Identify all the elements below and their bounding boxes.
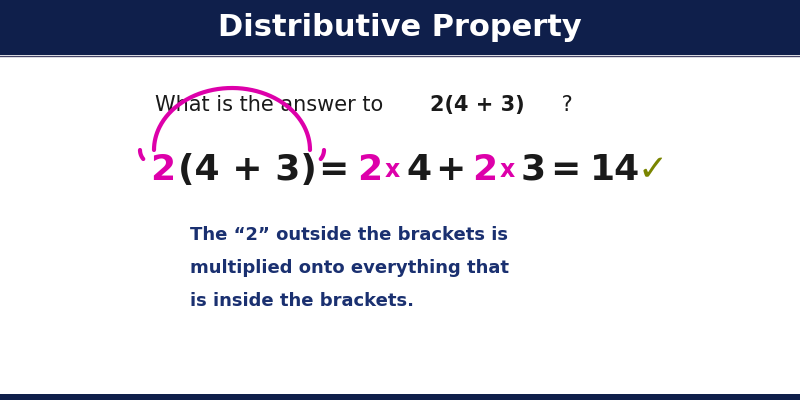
Text: 4: 4: [406, 153, 431, 187]
Bar: [0, 0, 800, 55]
Text: ✓: ✓: [638, 153, 668, 187]
Text: The “2” outside the brackets is: The “2” outside the brackets is: [190, 226, 508, 244]
Text: ?: ?: [555, 95, 573, 115]
Text: (4 + 3): (4 + 3): [178, 153, 317, 187]
Text: 14: 14: [590, 153, 640, 187]
Bar: [0, 394, 800, 400]
Text: x: x: [500, 158, 515, 182]
Text: x: x: [385, 158, 400, 182]
Text: What is the answer to: What is the answer to: [155, 95, 390, 115]
Text: multiplied onto everything that: multiplied onto everything that: [190, 259, 509, 277]
Text: 2(4 + 3): 2(4 + 3): [430, 95, 525, 115]
Text: 3: 3: [521, 153, 546, 187]
Text: is inside the brackets.: is inside the brackets.: [190, 292, 414, 310]
Text: 2: 2: [472, 153, 497, 187]
Text: Distributive Property: Distributive Property: [218, 14, 582, 42]
Text: 2: 2: [150, 153, 175, 187]
Text: +: +: [435, 153, 466, 187]
Text: =: =: [550, 153, 580, 187]
Text: =: =: [318, 153, 348, 187]
Text: 2: 2: [357, 153, 382, 187]
